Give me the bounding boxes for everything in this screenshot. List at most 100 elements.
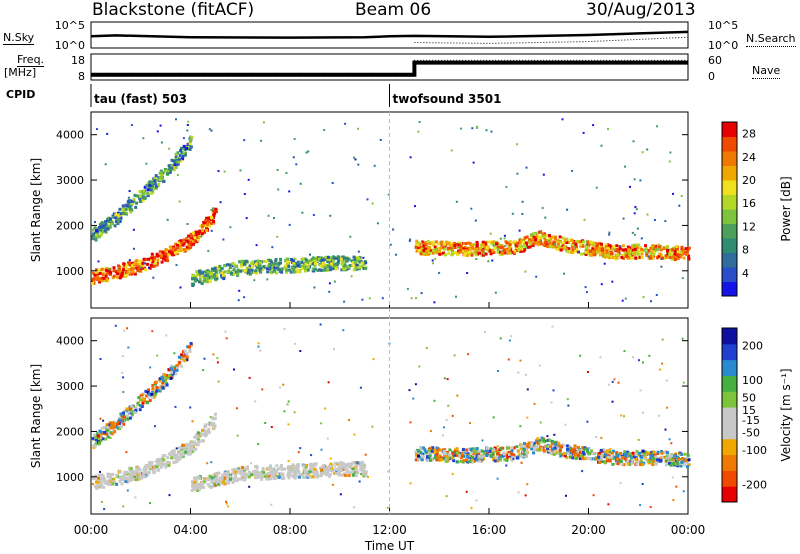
power-echo-cell [114,213,118,217]
power-echo-cell [631,245,635,249]
power-echo-cell [192,242,195,246]
power-echo-cell [94,268,98,272]
power-echo-cell [261,268,265,272]
power-echo-cell [525,242,529,246]
velocity-echo-cell [98,429,102,433]
power-echo-cell [122,262,126,266]
velocity-echo-cell [113,481,117,485]
power-colorbar-tick-4: 20 [742,174,756,187]
velocity-echo-cell [545,444,549,448]
power-echo-cell [250,268,254,272]
velocity-colorbar-tick-2: 50 [742,392,756,405]
velocity-echo-cell [125,472,129,476]
velocity-echo-cell [559,454,563,458]
velocity-scatter-cell [214,484,217,487]
velocity-echo-cell [444,459,448,463]
velocity-echo-cell [269,470,273,474]
power-echo-cell [626,245,630,249]
velocity-scatter-cell [111,478,114,480]
power-echo-cell [592,244,596,248]
power-echo-cell [580,252,584,256]
power-scatter-cell [346,268,349,271]
velocity-echo-cell [349,464,353,468]
velocity-echo-cell [507,450,511,454]
velocity-echo-cell [231,477,235,480]
power-echo-cell [270,270,274,274]
velocity-echo-cell [172,461,176,464]
power-scatter-cell [409,156,412,159]
velocity-scatter-cell [210,461,213,464]
velocity-echo-cell [423,448,427,452]
velocity-echo-cell [491,452,495,456]
velocity-echo-cell [122,415,126,419]
velocity-scatter-cell [175,447,178,450]
velocity-echo-cell [578,450,582,454]
velocity-echo-cell [122,476,126,480]
power-echo-cell [651,252,655,256]
velocity-scatter-cell [206,462,209,465]
power-echo-cell [323,257,327,261]
power-echo-cell [146,182,150,186]
power-echo-cell [290,258,294,261]
power-echo-cell [418,248,422,252]
velocity-scatter-cell [327,381,330,384]
velocity-echo-cell [118,427,122,430]
velocity-echo-cell [508,453,511,457]
power-colorbar-segment [722,209,737,224]
power-scatter-cell [471,127,474,130]
power-echo-cell [481,248,485,252]
velocity-scatter-cell [617,381,620,384]
power-echo-cell [127,201,131,205]
power-echo-cell [293,265,297,268]
power-echo-cell [527,245,530,249]
velocity-scatter-cell [121,355,124,358]
power-echo-cell [503,251,507,255]
velocity-scatter-cell [310,454,313,457]
velocity-echo-cell [131,412,134,416]
velocity-echo-cell [298,475,301,479]
velocity-scatter-cell [126,489,129,492]
velocity-echo-cell [138,408,142,412]
velocity-echo-cell [558,451,562,455]
velocity-echo-cell [646,451,650,455]
power-echo-cell [481,253,485,257]
power-echo-cell [114,270,118,274]
power-echo-cell [541,232,545,236]
power-echo-cell [306,264,310,268]
velocity-echo-cell [134,478,138,482]
power-echo-cell [565,241,569,245]
velocity-scatter-cell [533,402,536,405]
power-echo-cell [416,243,420,247]
velocity-echo-cell [210,422,213,426]
velocity-echo-cell [502,451,506,455]
velocity-echo-cell [150,392,154,396]
power-echo-cell [214,269,218,273]
velocity-echo-cell [258,471,262,475]
velocity-echo-cell [226,474,230,478]
velocity-echo-cell [459,459,463,463]
power-echo-cell [104,279,108,283]
power-echo-cell [509,251,512,255]
velocity-echo-cell [94,474,98,478]
power-echo-cell [144,268,148,272]
velocity-scatter-cell [261,388,264,391]
power-scatter-cell [585,239,588,242]
velocity-ytick-label-1: 2000 [56,425,84,438]
power-echo-cell [640,255,644,259]
power-echo-cell [431,240,435,244]
power-echo-cell [257,264,261,267]
power-echo-cell [431,251,435,255]
velocity-echo-cell [150,464,154,468]
noise-panel-frame [90,21,689,49]
power-echo-cell [296,260,300,264]
velocity-echo-cell [253,470,257,474]
velocity-echo-cell [324,468,328,471]
power-echo-cell [451,251,455,255]
velocity-ytick-label-0: 1000 [56,471,84,484]
velocity-echo-cell [250,473,254,477]
velocity-scatter-cell [451,473,454,476]
velocity-scatter-cell [174,405,177,408]
velocity-echo-cell [496,459,499,463]
power-echo-cell [439,246,443,250]
velocity-echo-cell [495,456,499,459]
